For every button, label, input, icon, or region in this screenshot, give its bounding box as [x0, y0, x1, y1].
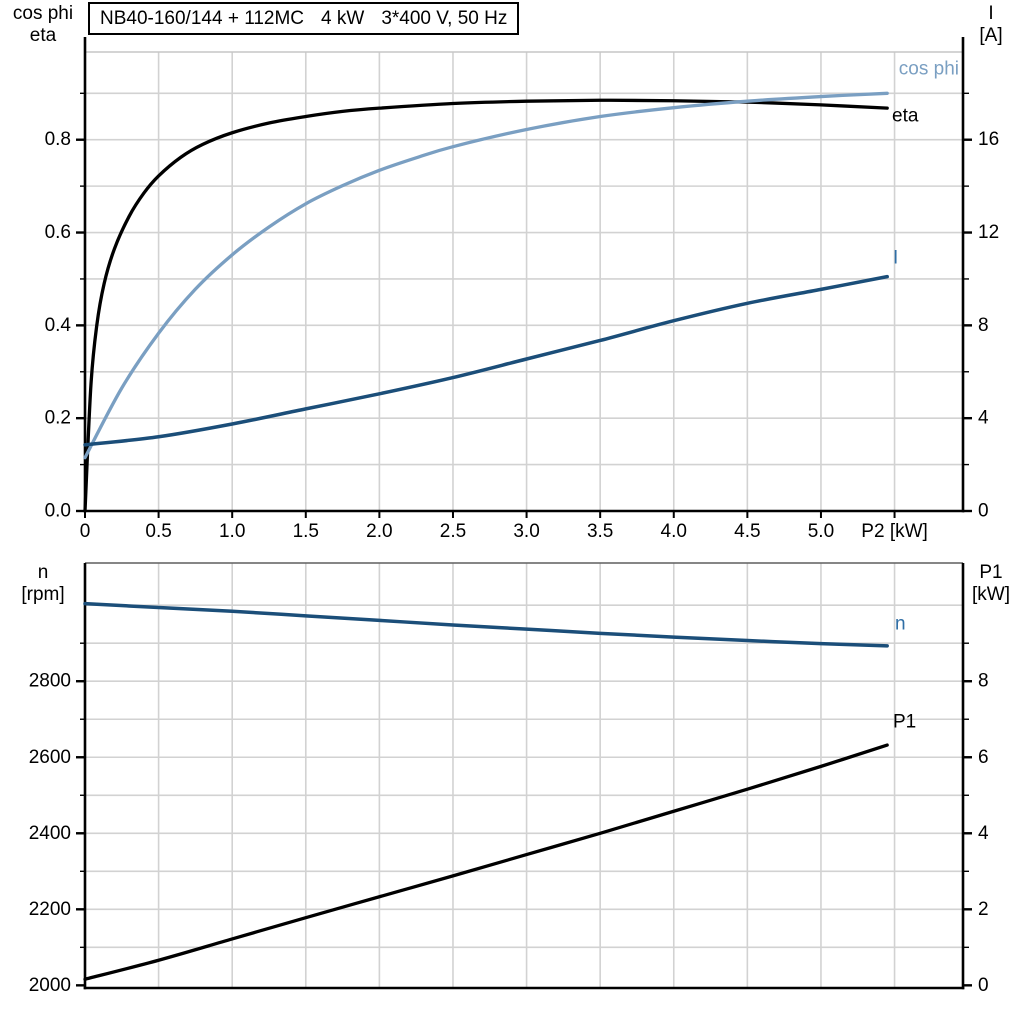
- y-left-tick-label: 0.8: [45, 129, 71, 150]
- right-axis-title-line2: [kW]: [972, 584, 1010, 605]
- y-right-tick-label: 8: [978, 671, 989, 692]
- motor-power-label: 4 kW: [321, 7, 365, 29]
- left-axis-title-line2: eta: [29, 25, 57, 46]
- y-left-tick-label: 2200: [29, 899, 71, 920]
- right-axis-title-line2: [A]: [979, 25, 1003, 46]
- y-left-tick-label: 2800: [29, 671, 71, 692]
- y-right-tick-label: 4: [978, 408, 989, 429]
- x-tick-label: 1.0: [219, 521, 245, 542]
- y-left-tick-label: 0.6: [45, 222, 71, 243]
- curve-p1: [83, 743, 889, 981]
- y-left-tick-label: 2600: [29, 747, 71, 768]
- y-left-tick-label: 0.4: [45, 315, 72, 336]
- x-tick-label: 0: [80, 521, 91, 542]
- curve-label-eta: eta: [892, 106, 919, 127]
- y-right-tick-label: 6: [978, 747, 989, 768]
- top-left-axis-title: cos phi eta: [4, 3, 82, 47]
- x-tick-label: 1.5: [293, 521, 319, 542]
- y-left-tick-label: 0.0: [45, 501, 71, 522]
- curve-current: [83, 274, 889, 447]
- pump-model-label: NB40-160/144 + 112MC: [100, 7, 305, 29]
- y-left-tick-label: 0.2: [45, 408, 71, 429]
- y-left-tick-label: 2400: [29, 823, 71, 844]
- bottom-right-axis-title: P1 [kW]: [962, 562, 1020, 606]
- y-right-tick-label: 12: [978, 222, 999, 243]
- curve-label-p1: P1: [893, 712, 916, 733]
- x-tick-label: 4.5: [734, 521, 760, 542]
- x-tick-label: 3.0: [513, 521, 539, 542]
- motor-electrical-chart: 0.0 0.2 0.4 0.6 0.8 0 4 8 12 16 0 0.5 1.0 1.5 2.0 2.5 3.…: [45, 37, 999, 542]
- left-axis-title-line1: n: [37, 562, 49, 583]
- x-tick-label: 2.0: [366, 521, 392, 542]
- curve-eta: [83, 98, 889, 513]
- chart-title-box: NB40-160/144 + 112MC 4 kW 3*400 V, 50 Hz: [88, 2, 520, 35]
- y-right-tick-label: 2: [978, 899, 989, 920]
- y-right-tick-label: 0: [978, 501, 989, 522]
- curve-cos-phi: [83, 91, 889, 460]
- x-tick-label: 0.5: [145, 521, 171, 542]
- speed-power-chart: 2000 2200 2400 2600 2800 0 2 4 6 8 n P1: [29, 562, 989, 996]
- curve-label-current: I: [893, 248, 898, 269]
- bottom-left-axis-title: n [rpm]: [4, 562, 82, 606]
- right-axis-title-line1: I: [988, 3, 994, 24]
- y-right-tick-label: 8: [978, 315, 989, 336]
- x-tick-label: 4.0: [661, 521, 687, 542]
- supply-label: 3*400 V, 50 Hz: [381, 7, 508, 29]
- x-tick-label: 5.0: [808, 521, 834, 542]
- right-axis-title-line1: P1: [979, 562, 1003, 583]
- y-right-tick-label: 16: [978, 129, 999, 150]
- x-tick-label: 3.5: [587, 521, 613, 542]
- left-axis-title-line1: cos phi: [12, 3, 74, 24]
- left-axis-title-line2: [rpm]: [21, 584, 65, 605]
- curve-label-cos-phi: cos phi: [899, 59, 959, 80]
- curve-speed: [83, 601, 889, 648]
- y-right-tick-label: 4: [978, 823, 989, 844]
- x-tick-label: 2.5: [440, 521, 466, 542]
- y-left-tick-label: 2000: [29, 975, 71, 996]
- top-right-axis-title: I [A]: [962, 3, 1020, 47]
- x-tick-label: P2 [kW]: [861, 521, 928, 542]
- y-right-tick-label: 0: [978, 975, 989, 996]
- curve-label-speed: n: [895, 614, 906, 635]
